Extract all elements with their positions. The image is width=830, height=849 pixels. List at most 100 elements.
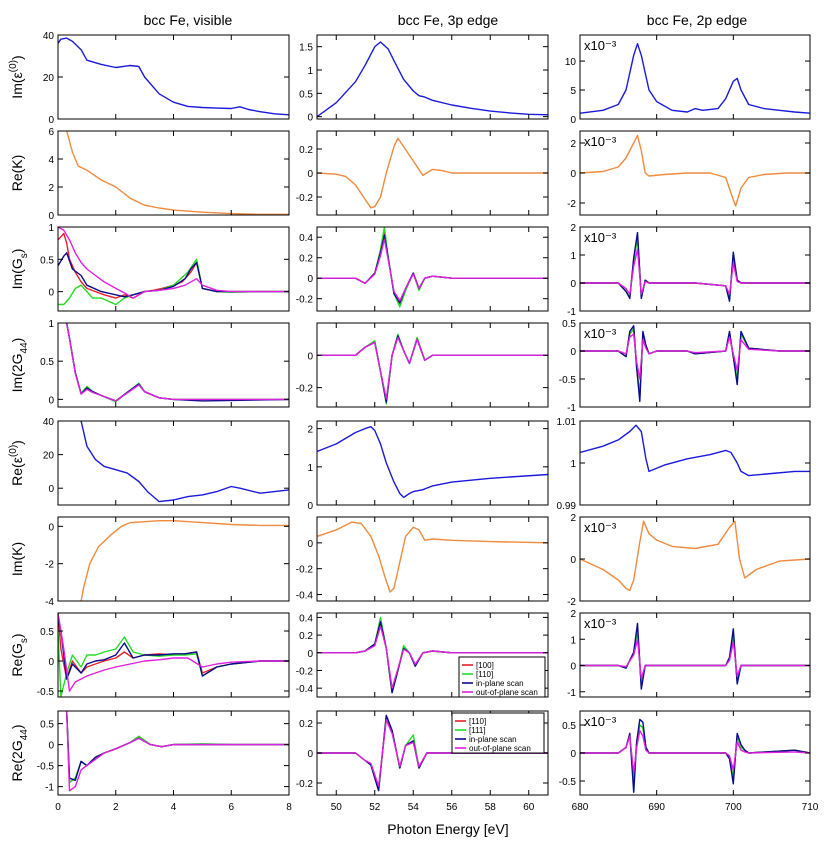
y-tick-label: 0 — [570, 347, 576, 358]
y-tick-label: 2 — [570, 139, 576, 150]
exponent-label: x10⁻³ — [584, 714, 617, 729]
series-line-r3c0-0 — [66, 323, 289, 402]
exponent-label: x10⁻³ — [584, 38, 617, 53]
series-line-r3c2-3 — [580, 333, 810, 380]
y-tick-label: 2 — [570, 513, 576, 524]
x-axis-label: Photon Energy [eV] — [387, 821, 508, 837]
series-line-r0c0-0 — [58, 37, 289, 116]
y-tick-label: -1 — [567, 403, 576, 414]
series-line-r3c1-1 — [317, 333, 548, 405]
series-line-r7c0-2 — [66, 711, 289, 781]
row-label-subscript: s — [19, 253, 30, 258]
row-label-close: ) — [9, 724, 25, 729]
y-tick-label: -0.4 — [296, 591, 314, 602]
row-label-main: Re(G — [9, 643, 25, 676]
y-tick-label: 0 — [48, 741, 54, 752]
series-group — [80, 421, 289, 503]
x-tick-label: 52 — [369, 802, 381, 813]
plot-frame — [579, 34, 811, 120]
legend-box — [458, 656, 546, 698]
series-line-r2c2-1 — [580, 237, 810, 301]
series-line-r3c0-2 — [66, 323, 289, 402]
column-titles: bcc Fe, visible bcc Fe, 3p edge bcc Fe, … — [144, 12, 748, 28]
y-tick-label: 0.5 — [40, 720, 54, 731]
series-group — [58, 37, 289, 116]
series-group — [580, 622, 810, 690]
legend-entry-label: [111] — [469, 726, 486, 735]
series-line-r1c2-0 — [580, 134, 810, 207]
series-line-r5c1-0 — [317, 521, 548, 593]
row-label-2: Im(Gs) — [9, 249, 30, 290]
row-label-main: Im(ε — [9, 72, 25, 98]
exponent-label: x10⁻³ — [584, 520, 617, 535]
y-tick-label: 0 — [307, 274, 313, 285]
series-group — [317, 521, 548, 593]
y-tick-label: 0 — [570, 115, 576, 126]
y-tick-label: 1 — [307, 66, 313, 77]
y-tick-label: 4 — [48, 155, 54, 166]
series-group — [580, 520, 810, 592]
y-tick-label: 0.5 — [299, 89, 313, 100]
y-tick-label: -1 — [567, 307, 576, 318]
y-tick-label: -0.2 — [296, 193, 314, 204]
series-line-r2c1-2 — [317, 234, 548, 304]
y-tick-label: 0.5 — [40, 357, 54, 368]
y-tick-label: -2 — [567, 597, 576, 608]
y-tick-label: 1 — [570, 459, 576, 470]
legend-entry-label: [110] — [469, 717, 486, 726]
y-tick-label: 2 — [570, 223, 576, 234]
exponent-label: x10⁻³ — [584, 326, 617, 341]
y-tick-label: 0 — [570, 749, 576, 760]
row-label-6: Re(Gs) — [9, 633, 30, 676]
series-line-r6c0-2 — [58, 618, 289, 680]
series-line-r6c2-2 — [580, 622, 810, 690]
series-line-r0c1-0 — [317, 41, 548, 118]
series-group — [580, 718, 810, 793]
y-tick-label: 0 — [307, 749, 313, 760]
y-tick-label: -0.4 — [296, 684, 314, 695]
y-tick-label: 40 — [43, 31, 55, 42]
y-tick-label: 0 — [48, 288, 54, 299]
panel-r5c0: -4 -2 0 — [45, 516, 290, 608]
series-line-r6c2-1 — [580, 630, 810, 685]
series-group — [317, 426, 548, 499]
series-line-r3c1-0 — [317, 335, 548, 402]
series-line-r2c2-0 — [580, 234, 810, 301]
y-tick-label: 0 — [307, 113, 313, 124]
x-tick-label: 2 — [113, 802, 119, 813]
row-label-4: Re(ε(0)) — [8, 440, 25, 486]
y-tick-label: 0 — [48, 657, 54, 668]
y-tick-label: 2 — [570, 609, 576, 620]
plot-frame — [57, 322, 290, 408]
plot-frame — [316, 516, 549, 602]
row-label-subscript: 44 — [19, 342, 30, 354]
series-line-r7c0-1 — [66, 711, 289, 784]
y-tick-label: -2 — [567, 199, 576, 210]
row-label-close: ) — [9, 633, 25, 638]
series-group — [58, 227, 289, 306]
series-group — [66, 711, 289, 792]
series-group — [317, 227, 548, 308]
x-tick-label: 58 — [485, 802, 497, 813]
series-group — [80, 520, 289, 601]
panel-r1c2: -2 0 2 x10⁻³ — [567, 130, 811, 216]
row-label-superscript: (0) — [8, 445, 19, 457]
exponent-label: x10⁻³ — [584, 230, 617, 245]
y-tick-label: -0.2 — [296, 295, 314, 306]
series-group — [317, 333, 548, 405]
series-line-r3c0-1 — [66, 323, 289, 403]
row-label-0: Im(ε(0)) — [8, 55, 25, 98]
series-line-r7c0-3 — [66, 711, 289, 792]
y-tick-label: 10 — [565, 57, 577, 68]
legend-entry-label: [110] — [476, 670, 493, 679]
y-tick-label: 0.4 — [299, 233, 313, 244]
series-line-r6c2-3 — [580, 638, 810, 680]
x-tick-label: 8 — [286, 802, 292, 813]
series-group — [66, 323, 289, 403]
panel-r2c0: 00.51 — [40, 223, 290, 312]
y-tick-label: 0 — [307, 501, 313, 512]
row-label-subscript: s — [19, 638, 30, 643]
y-tick-label: -4 — [45, 597, 54, 608]
